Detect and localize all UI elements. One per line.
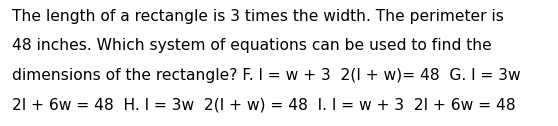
Text: The length of a rectangle is 3 times the width. The perimeter is: The length of a rectangle is 3 times the… [12,9,504,24]
Text: dimensions of the rectangle? F. l = w + 3  2(l + w)= 48  G. l = 3w: dimensions of the rectangle? F. l = w + … [12,68,521,83]
Text: 2l + 6w = 48  H. l = 3w  2(l + w) = 48  I. l = w + 3  2l + 6w = 48: 2l + 6w = 48 H. l = 3w 2(l + w) = 48 I. … [12,98,516,113]
Text: 48 inches. Which system of equations can be used to find the: 48 inches. Which system of equations can… [12,38,492,53]
